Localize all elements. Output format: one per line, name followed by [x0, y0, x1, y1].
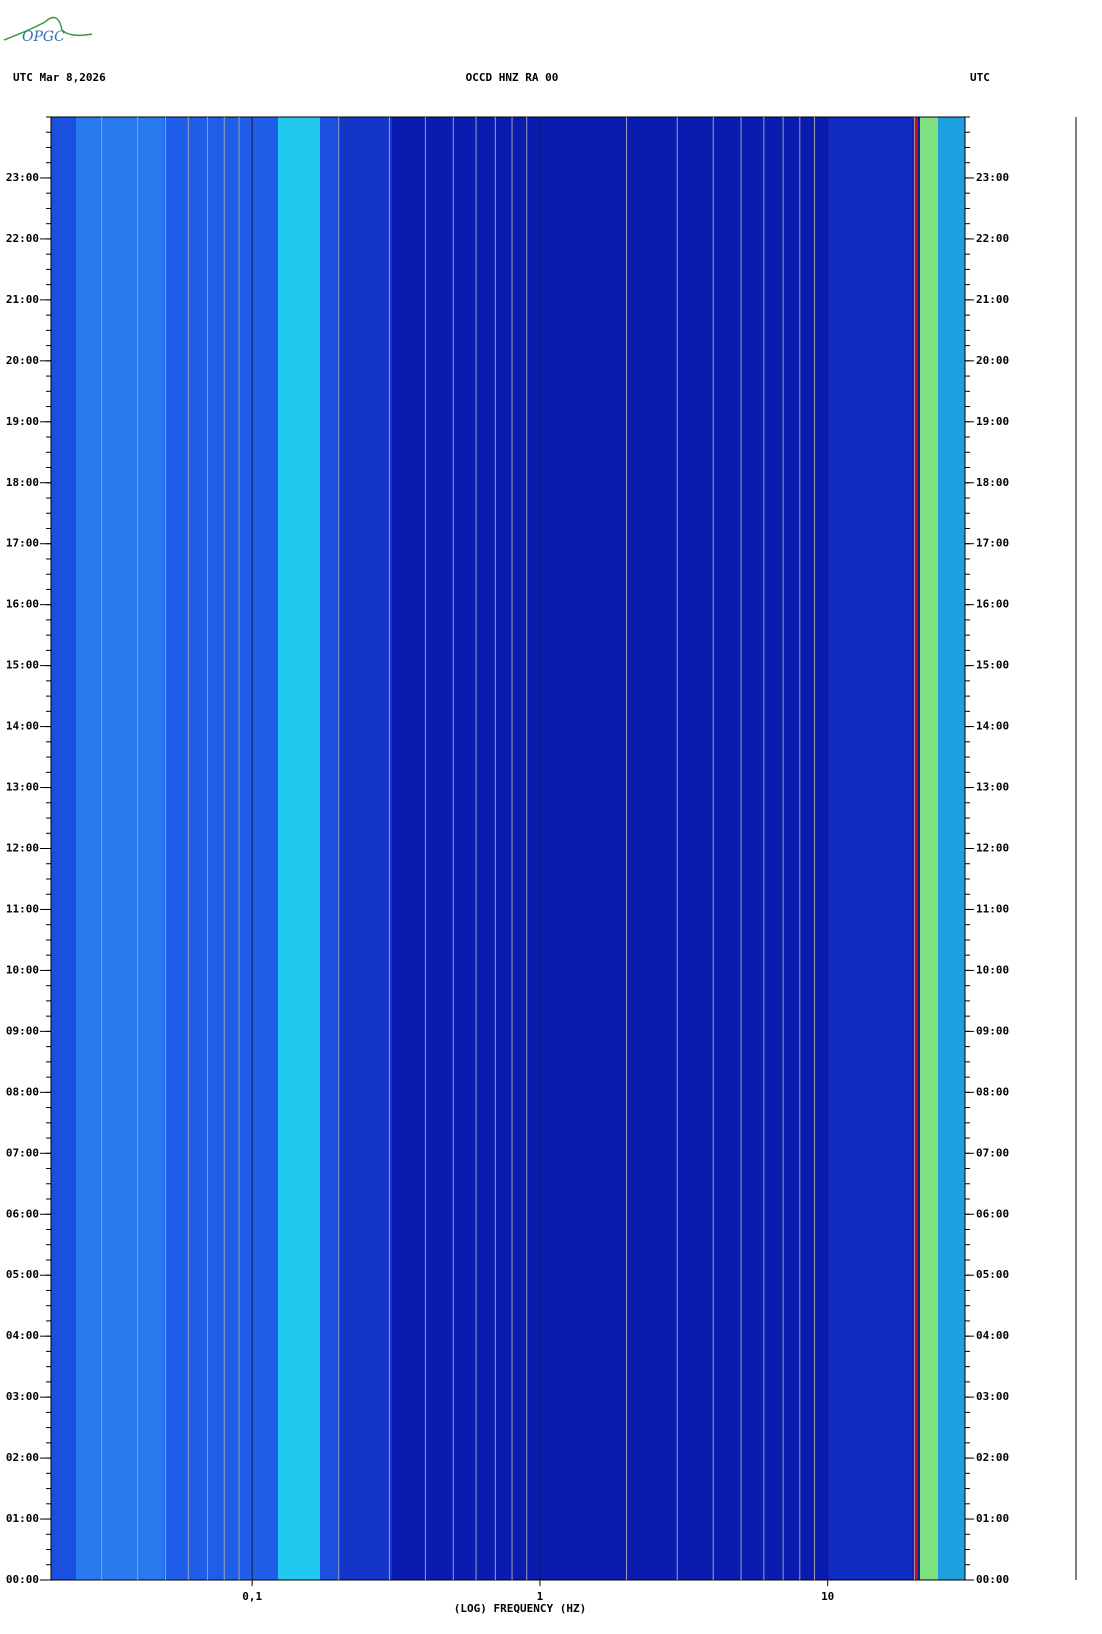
y-tick-label: 16:00 [6, 598, 39, 611]
right-header: UTC [970, 71, 990, 84]
y-tick-label: 15:00 [6, 659, 39, 672]
y-tick-label: 17:00 [6, 537, 39, 550]
y-tick-label: 13:00 [6, 781, 39, 794]
y-tick-label: 07:00 [6, 1146, 39, 1159]
y-tick-label-right: 09:00 [976, 1024, 1009, 1037]
y-tick-label: 02:00 [6, 1451, 39, 1464]
y-tick-label-right: 02:00 [976, 1451, 1009, 1464]
y-tick-label: 01:00 [6, 1512, 39, 1525]
y-tick-label-right: 12:00 [976, 842, 1009, 855]
y-tick-label: 00:00 [6, 1573, 39, 1586]
logo: OPGC [22, 29, 65, 45]
y-tick-label-right: 08:00 [976, 1085, 1009, 1098]
y-tick-label-right: 04:00 [976, 1329, 1009, 1342]
y-tick-label: 03:00 [6, 1390, 39, 1403]
y-tick-label-right: 00:00 [976, 1573, 1009, 1586]
spectrogram-band [914, 117, 918, 1580]
spectrogram-band [278, 117, 320, 1580]
y-tick-label: 11:00 [6, 902, 39, 915]
x-tick-label: 0,1 [242, 1590, 262, 1603]
y-tick-label-right: 19:00 [976, 415, 1009, 428]
y-tick-label-right: 22:00 [976, 232, 1009, 245]
y-tick-label: 19:00 [6, 415, 39, 428]
y-tick-label: 08:00 [6, 1085, 39, 1098]
y-tick-label-right: 11:00 [976, 902, 1009, 915]
y-tick-label-right: 17:00 [976, 537, 1009, 550]
x-axis-label: (LOG) FREQUENCY (HZ) [454, 1602, 586, 1615]
y-tick-label-right: 06:00 [976, 1207, 1009, 1220]
chart-title: OCCD HNZ RA 00 [466, 71, 559, 84]
spectrogram-band [164, 117, 278, 1580]
y-tick-label: 06:00 [6, 1207, 39, 1220]
y-tick-label: 05:00 [6, 1268, 39, 1281]
spectrogram-band [938, 117, 965, 1580]
y-tick-label-right: 23:00 [976, 171, 1009, 184]
y-tick-label: 22:00 [6, 232, 39, 245]
logo-swoosh [3, 16, 93, 41]
y-tick-label-right: 14:00 [976, 720, 1009, 733]
y-tick-label-right: 03:00 [976, 1390, 1009, 1403]
y-tick-label: 09:00 [6, 1024, 39, 1037]
y-tick-label-right: 05:00 [976, 1268, 1009, 1281]
y-tick-label-right: 21:00 [976, 293, 1009, 306]
left-header: UTC Mar 8,2026 [13, 71, 106, 84]
y-tick-label-right: 01:00 [976, 1512, 1009, 1525]
y-tick-label-right: 16:00 [976, 598, 1009, 611]
y-tick-label: 20:00 [6, 354, 39, 367]
y-tick-label: 10:00 [6, 963, 39, 976]
spectrogram-band [339, 117, 392, 1580]
spectrogram-band [76, 117, 164, 1580]
y-tick-label-right: 15:00 [976, 659, 1009, 672]
y-tick-label: 04:00 [6, 1329, 39, 1342]
y-tick-label: 12:00 [6, 842, 39, 855]
spectrogram-band [827, 117, 912, 1580]
y-tick-label-right: 07:00 [976, 1146, 1009, 1159]
spectrogram-band [920, 117, 938, 1580]
x-tick-label: 1 [537, 1590, 544, 1603]
x-tick-label: 10 [821, 1590, 834, 1603]
y-tick-label: 18:00 [6, 476, 39, 489]
y-tick-label-right: 18:00 [976, 476, 1009, 489]
y-tick-label: 14:00 [6, 720, 39, 733]
spectrogram [51, 117, 965, 1580]
y-tick-label-right: 10:00 [976, 963, 1009, 976]
y-tick-label-right: 20:00 [976, 354, 1009, 367]
y-tick-label: 21:00 [6, 293, 39, 306]
y-tick-label: 23:00 [6, 171, 39, 184]
y-tick-label-right: 13:00 [976, 781, 1009, 794]
